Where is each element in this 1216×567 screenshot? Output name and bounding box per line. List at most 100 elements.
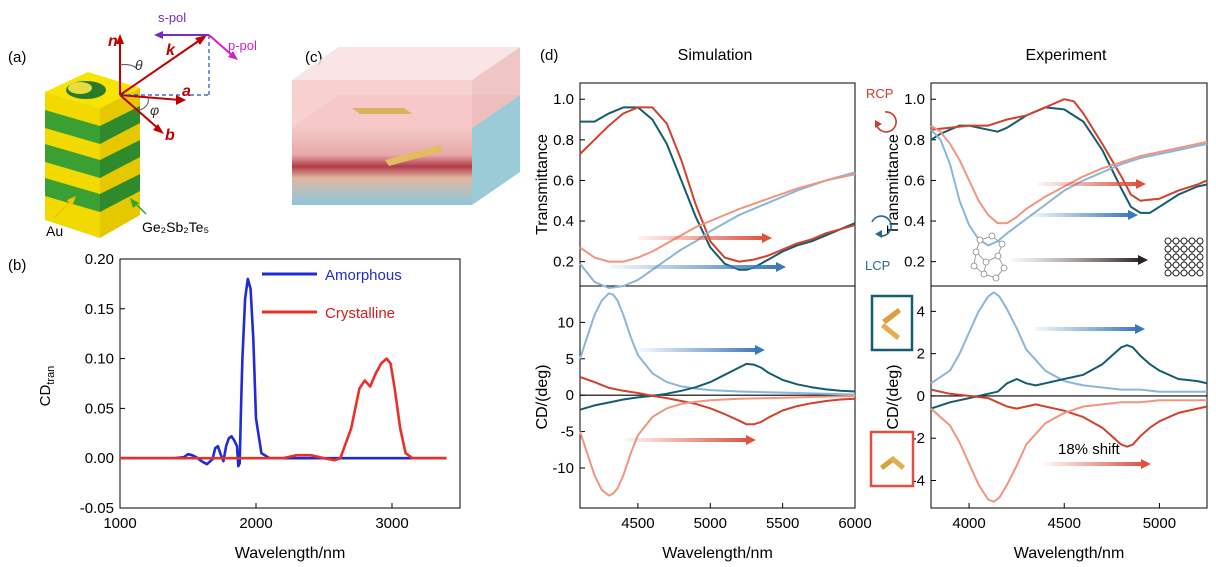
- lattice-atom: [1180, 253, 1188, 261]
- series-line-b-1: [120, 357, 447, 462]
- lattice-atom: [1188, 237, 1196, 245]
- xtick-label: 5000: [694, 515, 727, 532]
- series-line-d-exp-T-3: [930, 124, 1208, 225]
- xtick-label: 3000: [375, 515, 408, 532]
- col-title-experiment: Experiment: [1026, 47, 1107, 64]
- lattice-atom: [1188, 245, 1196, 253]
- xtick-label: 4500: [1048, 515, 1081, 532]
- xtick-label: 4500: [621, 515, 654, 532]
- lattice-atom: [1180, 245, 1188, 253]
- lcp-label: LCP: [865, 258, 890, 273]
- vector-a-label: a: [182, 83, 191, 100]
- ytick-label: 0.2: [904, 254, 925, 271]
- ytick-label: 10: [557, 314, 574, 331]
- series-line-d-exp-CD-1: [930, 344, 1208, 410]
- shift-arrows: [610, 179, 1151, 469]
- lattice-atom: [1180, 237, 1188, 245]
- panel-a-label: (a): [8, 49, 26, 66]
- series-line-d-sim-CD-1: [579, 362, 856, 411]
- ytick-label: 0.8: [904, 132, 925, 149]
- left-handed-structure-inset: [870, 294, 914, 352]
- panel-b: (b) -0.05 0.00 0.05 0.10 0.15 0.20 1000 2000 300…: [8, 251, 461, 562]
- chart-b-ylabel: CDtran: [37, 366, 57, 407]
- panel-d: (d) Simulation Experiment 0.2 0.4 0.6 0.8 1.…: [534, 47, 1208, 562]
- panel-b-label: (b): [8, 257, 26, 274]
- series-line-d-sim-CD-3: [579, 394, 856, 497]
- vector-b-label: b: [165, 127, 175, 144]
- xtick-label: 6000: [838, 515, 871, 532]
- lattice-atom: [1164, 245, 1172, 253]
- chart-b-xlabel: Wavelength/nm: [235, 545, 346, 562]
- axis-ylabel: CD/(deg): [885, 365, 902, 430]
- xtick-label: 4000: [952, 515, 985, 532]
- lattice-atom: [1188, 261, 1196, 269]
- chart-b-plot: [120, 277, 447, 468]
- axis-xlabel: Wavelength/nm: [1014, 545, 1125, 562]
- ytick-label: 0.20: [85, 251, 114, 268]
- panel-a: (a): [8, 10, 257, 239]
- series-line-d-sim-CD-0: [579, 292, 856, 396]
- ytick-label: 0.6: [553, 172, 574, 189]
- lattice-atom: [1180, 261, 1188, 269]
- lattice-atom: [1172, 253, 1180, 261]
- ytick-label: 0.10: [85, 351, 114, 368]
- cube-illustration: [45, 72, 140, 238]
- xtick-label: 1000: [103, 515, 136, 532]
- chart-d-plot: [579, 98, 1208, 503]
- lattice-atom: [1180, 269, 1188, 277]
- rcp-label: RCP: [866, 86, 893, 101]
- axis-xlabel: Wavelength/nm: [662, 545, 773, 562]
- lattice-atom: [1172, 237, 1180, 245]
- series-line-d-sim-T-1: [579, 106, 856, 263]
- series-line-d-exp-CD-2: [930, 388, 1208, 448]
- xtick-label: 5000: [1143, 515, 1176, 532]
- series-line-b-0: [120, 277, 447, 468]
- ytick-label: 2: [917, 346, 925, 363]
- series-line-d-exp-CD-3: [930, 399, 1207, 503]
- series-line-d-exp-T-1: [930, 98, 1208, 202]
- chart-b-ylabel-sub: tran: [45, 366, 57, 385]
- ytick-label: 4: [917, 303, 925, 320]
- material-au-label: Au: [46, 223, 63, 239]
- ytick-label: -2: [912, 430, 925, 447]
- ytick-label: -5: [561, 424, 574, 441]
- ytick-label: 0.00: [85, 450, 114, 467]
- right-handed-structure-inset: [869, 430, 915, 488]
- lcp-rotation-icon: [871, 215, 892, 237]
- chart-d-ticks: 0.20.40.60.81.0Transmittance-10-50510450…: [534, 91, 1176, 562]
- xtick-label: 5500: [766, 515, 799, 532]
- ytick-label: 1.0: [904, 91, 925, 108]
- ytick-label: 0: [566, 387, 574, 404]
- angle-phi-label: φ: [150, 102, 159, 118]
- chart-sim-CD-frame: [579, 285, 856, 509]
- series-line-d-sim-T-3: [579, 173, 856, 263]
- axis-ylabel: Transmittance: [534, 134, 551, 235]
- vector-diagram: n k a b θ φ s-pol p-pol Au Ge₂Sb₂Te₅: [46, 10, 257, 239]
- lattice-atom: [1196, 245, 1204, 253]
- ytick-label: 0.2: [553, 254, 574, 271]
- col-title-simulation: Simulation: [678, 47, 753, 64]
- chart-b-ticks: -0.05 0.00 0.05 0.10 0.15 0.20 1000 2000 3000: [80, 251, 409, 532]
- chart-exp-CD-frame: [930, 285, 1208, 509]
- series-line-d-sim-T-2: [579, 171, 856, 289]
- axis-ylabel: Transmittance: [885, 134, 902, 235]
- legend-amorphous: Amorphous: [325, 267, 402, 284]
- lattice-atom: [1172, 245, 1180, 253]
- material-gst-label: Ge₂Sb₂Te₅: [142, 219, 209, 235]
- ytick-label: -10: [552, 460, 574, 477]
- lattice-atom: [1188, 269, 1196, 277]
- ytick-label: 1.0: [553, 91, 574, 108]
- lattice-atom: [1196, 253, 1204, 261]
- lattice-atom: [1172, 261, 1180, 269]
- lattice-atom: [1196, 261, 1204, 269]
- lattice-atom: [1196, 269, 1204, 277]
- series-line-d-exp-T-2: [930, 129, 1208, 247]
- lattice-atom: [1164, 253, 1172, 261]
- rcp-rotation-icon: [876, 111, 897, 133]
- ytick-label: 0.6: [904, 172, 925, 189]
- ytick-label: 0.05: [85, 400, 114, 417]
- panel-c: (c): [292, 47, 520, 205]
- lattice-atom: [1164, 261, 1172, 269]
- s-pol-label: s-pol: [158, 10, 186, 25]
- ytick-label: 0.4: [553, 213, 574, 230]
